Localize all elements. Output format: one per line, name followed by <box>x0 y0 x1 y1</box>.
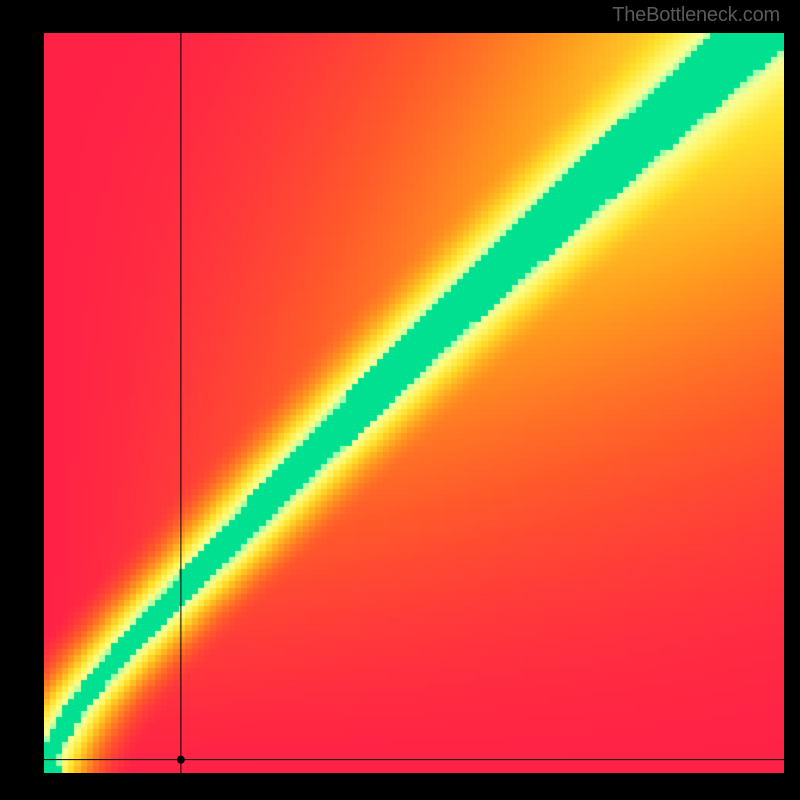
chart-root: TheBottleneck.com <box>0 0 800 800</box>
watermark-text: TheBottleneck.com <box>612 4 780 27</box>
bottleneck-heatmap <box>44 33 784 773</box>
